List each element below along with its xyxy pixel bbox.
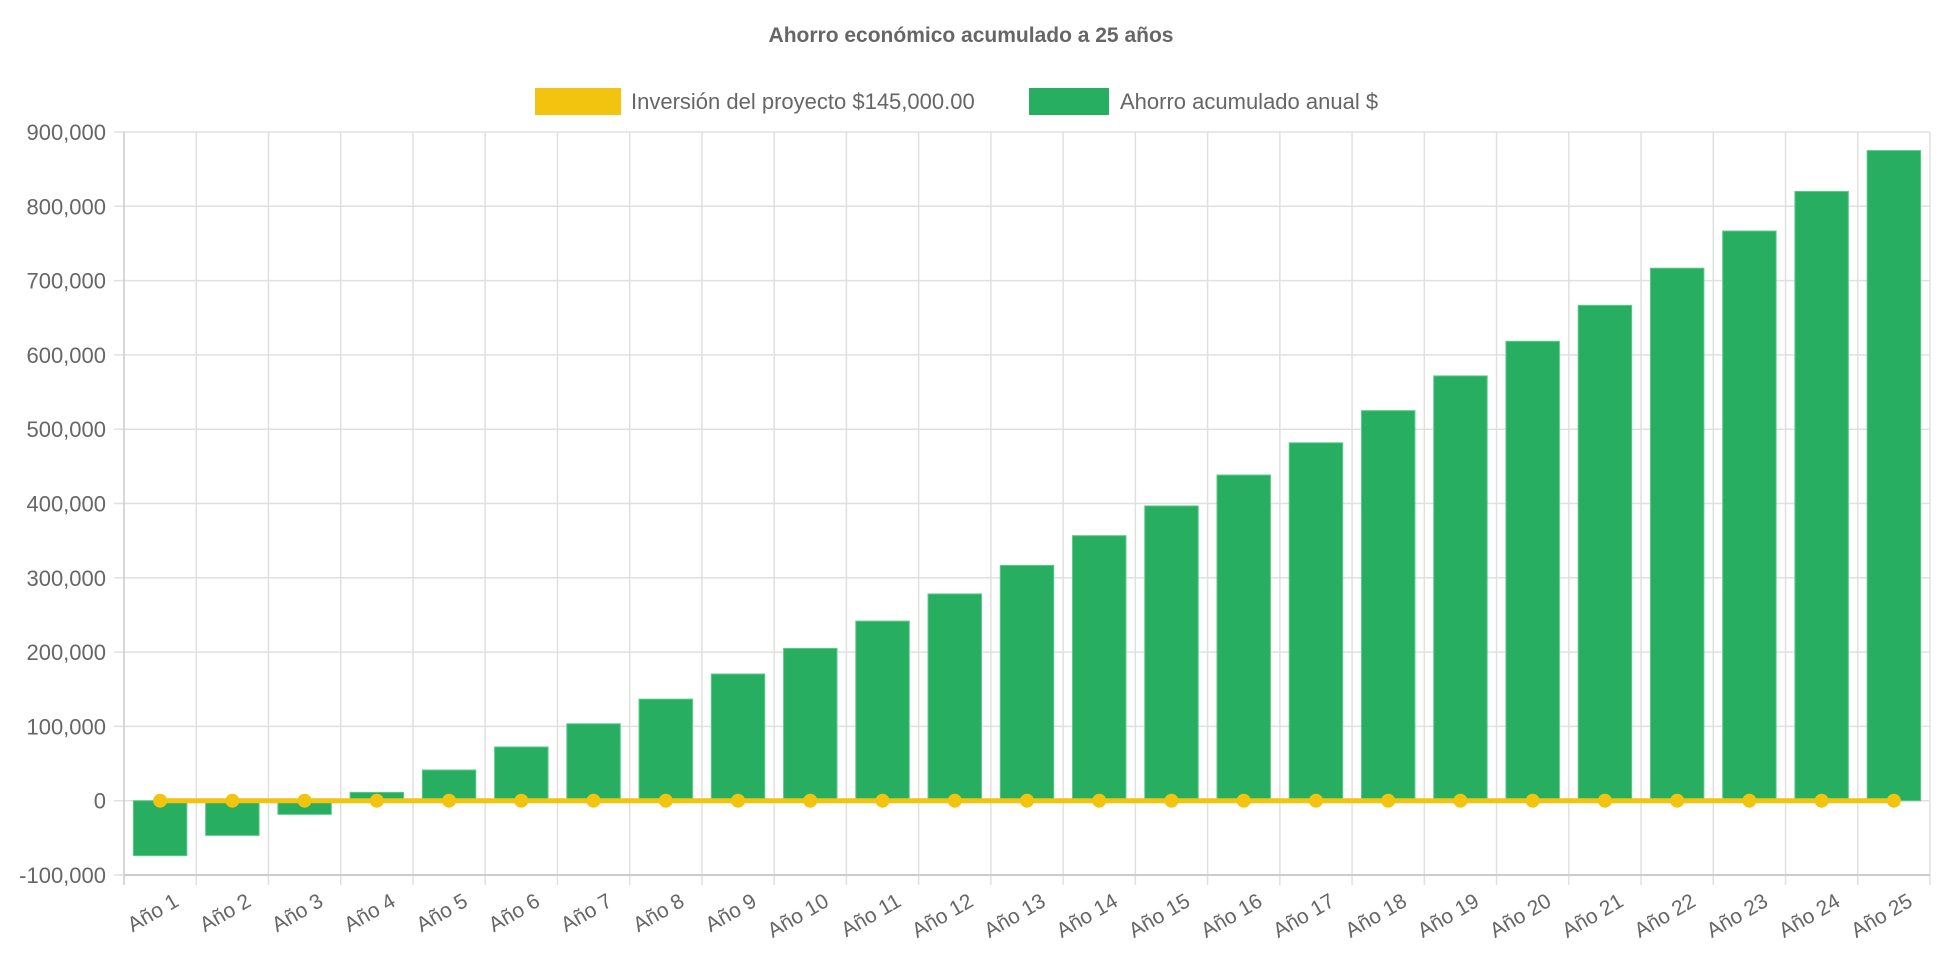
investment-point-5 bbox=[442, 793, 457, 808]
bar-11 bbox=[855, 620, 910, 802]
bar-24 bbox=[1794, 190, 1849, 802]
x-tick-label: Año 8 bbox=[629, 889, 688, 936]
x-tick-label: Año 1 bbox=[124, 889, 183, 936]
investment-point-4 bbox=[369, 793, 384, 808]
bar-18 bbox=[1360, 410, 1416, 802]
investment-point-18 bbox=[1381, 793, 1396, 808]
x-tick-label: Año 12 bbox=[908, 889, 977, 942]
x-tick-label: Año 17 bbox=[1269, 889, 1338, 942]
bar-10 bbox=[783, 647, 838, 802]
y-tick-label: 300,000 bbox=[26, 566, 106, 591]
y-tick-label: 100,000 bbox=[26, 714, 106, 739]
legend-item-investment[interactable]: Inversión del proyecto $145,000.00 bbox=[535, 88, 975, 115]
investment-point-15 bbox=[1164, 793, 1179, 808]
legend-label-investment: Inversión del proyecto $145,000.00 bbox=[631, 89, 975, 114]
legend: Inversión del proyecto $145,000.00 Ahorr… bbox=[535, 88, 1378, 115]
bar-7 bbox=[566, 723, 621, 802]
x-tick-label: Año 14 bbox=[1053, 889, 1122, 942]
investment-point-22 bbox=[1670, 793, 1685, 808]
bar-21 bbox=[1577, 304, 1633, 802]
x-tick-label: Año 15 bbox=[1125, 889, 1194, 942]
x-tick-label: Año 7 bbox=[557, 889, 616, 936]
investment-point-7 bbox=[586, 793, 601, 808]
investment-point-1 bbox=[153, 793, 168, 808]
investment-point-9 bbox=[731, 793, 746, 808]
x-tick-label: Año 13 bbox=[980, 889, 1049, 942]
bar-13 bbox=[999, 564, 1055, 802]
bar-5 bbox=[421, 769, 477, 802]
investment-point-2 bbox=[225, 793, 240, 808]
bar-15 bbox=[1144, 505, 1199, 802]
x-tick-label: Año 21 bbox=[1558, 889, 1627, 942]
y-tick-label: 900,000 bbox=[26, 120, 106, 145]
x-tick-label: Año 22 bbox=[1631, 889, 1700, 942]
investment-point-20 bbox=[1525, 793, 1540, 808]
bar-17 bbox=[1288, 442, 1344, 802]
investment-point-16 bbox=[1236, 793, 1251, 808]
investment-point-13 bbox=[1020, 793, 1034, 808]
investment-point-19 bbox=[1453, 793, 1468, 808]
x-tick-label: Año 20 bbox=[1486, 889, 1555, 942]
y-tick-label: 400,000 bbox=[26, 492, 106, 517]
y-tick-label: 800,000 bbox=[26, 194, 106, 219]
legend-swatch-savings bbox=[1029, 88, 1109, 115]
investment-point-21 bbox=[1597, 793, 1612, 808]
bar-20 bbox=[1505, 340, 1560, 802]
x-tick-label: Año 4 bbox=[340, 889, 399, 937]
x-tick-label: Año 25 bbox=[1847, 889, 1916, 942]
y-tick-label: 0 bbox=[94, 789, 106, 814]
y-tick-label: 200,000 bbox=[26, 640, 106, 665]
investment-point-17 bbox=[1308, 793, 1323, 808]
x-tick-label: Año 24 bbox=[1775, 889, 1844, 942]
investment-point-14 bbox=[1092, 793, 1107, 808]
bar-14 bbox=[1072, 535, 1127, 802]
x-tick-label: Año 16 bbox=[1197, 889, 1266, 942]
chart-title: Ahorro económico acumulado a 25 años bbox=[769, 24, 1174, 47]
y-tick-label: 700,000 bbox=[26, 269, 106, 294]
y-tick-label: 600,000 bbox=[26, 343, 106, 368]
investment-point-10 bbox=[803, 793, 818, 808]
investment-point-6 bbox=[514, 793, 529, 808]
investment-point-24 bbox=[1814, 793, 1829, 808]
investment-point-23 bbox=[1742, 793, 1757, 808]
investment-point-12 bbox=[947, 793, 962, 808]
bar-1 bbox=[132, 800, 188, 857]
investment-point-11 bbox=[875, 793, 890, 808]
x-tick-label: Año 6 bbox=[485, 889, 544, 936]
bar-6 bbox=[494, 746, 549, 802]
x-tick-label: Año 11 bbox=[837, 889, 905, 941]
x-tick-label: Año 2 bbox=[196, 889, 255, 936]
x-tick-label: Año 18 bbox=[1342, 889, 1411, 942]
legend-item-savings[interactable]: Ahorro acumulado anual $ bbox=[1029, 88, 1378, 115]
bar-16 bbox=[1216, 474, 1271, 802]
x-tick-label: Año 23 bbox=[1703, 889, 1772, 942]
bar-23 bbox=[1722, 230, 1777, 802]
legend-label-savings: Ahorro acumulado anual $ bbox=[1120, 89, 1378, 114]
bar-22 bbox=[1649, 267, 1705, 802]
bar-25 bbox=[1866, 150, 1922, 802]
bar-8 bbox=[638, 698, 694, 802]
y-tick-label: 500,000 bbox=[26, 417, 106, 442]
investment-point-25 bbox=[1886, 793, 1901, 808]
legend-swatch-investment bbox=[535, 88, 621, 115]
bar-12 bbox=[927, 593, 982, 802]
x-tick-label: Año 9 bbox=[702, 889, 761, 936]
investment-point-3 bbox=[297, 793, 312, 808]
x-tick-label: Año 19 bbox=[1414, 889, 1483, 942]
x-tick-label: Año 3 bbox=[268, 889, 327, 936]
x-tick-label: Año 10 bbox=[764, 889, 833, 942]
x-tick-label: Año 5 bbox=[413, 889, 472, 936]
bar-19 bbox=[1433, 375, 1488, 802]
y-tick-label: -100,000 bbox=[19, 863, 106, 888]
investment-point-8 bbox=[658, 793, 673, 808]
bar-9 bbox=[710, 673, 766, 802]
